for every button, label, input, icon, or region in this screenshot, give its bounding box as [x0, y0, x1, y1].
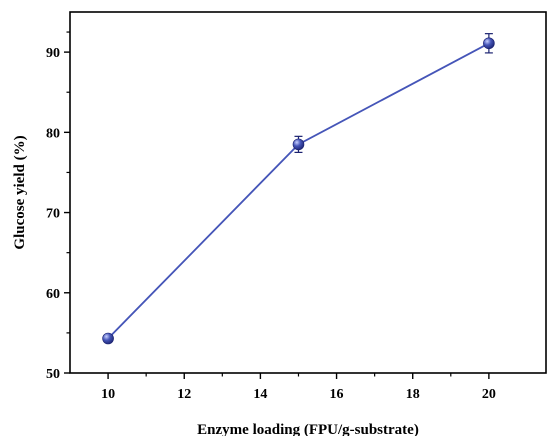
y-tick-label: 70 [46, 207, 60, 222]
x-tick-label: 18 [406, 387, 420, 402]
y-tick-label: 90 [46, 46, 60, 61]
y-axis-ticks: 50 60 70 80 90 [46, 31, 70, 382]
x-tick-label: 14 [253, 387, 267, 402]
data-point [483, 37, 495, 50]
y-tick-label: 60 [46, 287, 60, 302]
y-tick-label: 80 [46, 126, 60, 141]
plot-frame [69, 11, 547, 374]
x-axis-ticks: 10 12 14 16 18 20 [101, 373, 496, 402]
x-tick-label: 10 [101, 387, 115, 402]
y-axis-label: Glucose yield (%) [12, 135, 28, 249]
plot-border [69, 11, 547, 374]
data-point [102, 332, 114, 345]
data-point [292, 138, 305, 151]
series-layer [102, 33, 495, 345]
series-line [107, 42, 490, 340]
x-tick-label: 12 [177, 387, 191, 402]
x-tick-label: 20 [482, 387, 496, 402]
y-tick-label: 50 [46, 367, 60, 382]
x-tick-label: 16 [330, 387, 344, 402]
x-axis-label: Enzyme loading (FPU/g-substrate) [197, 422, 419, 436]
